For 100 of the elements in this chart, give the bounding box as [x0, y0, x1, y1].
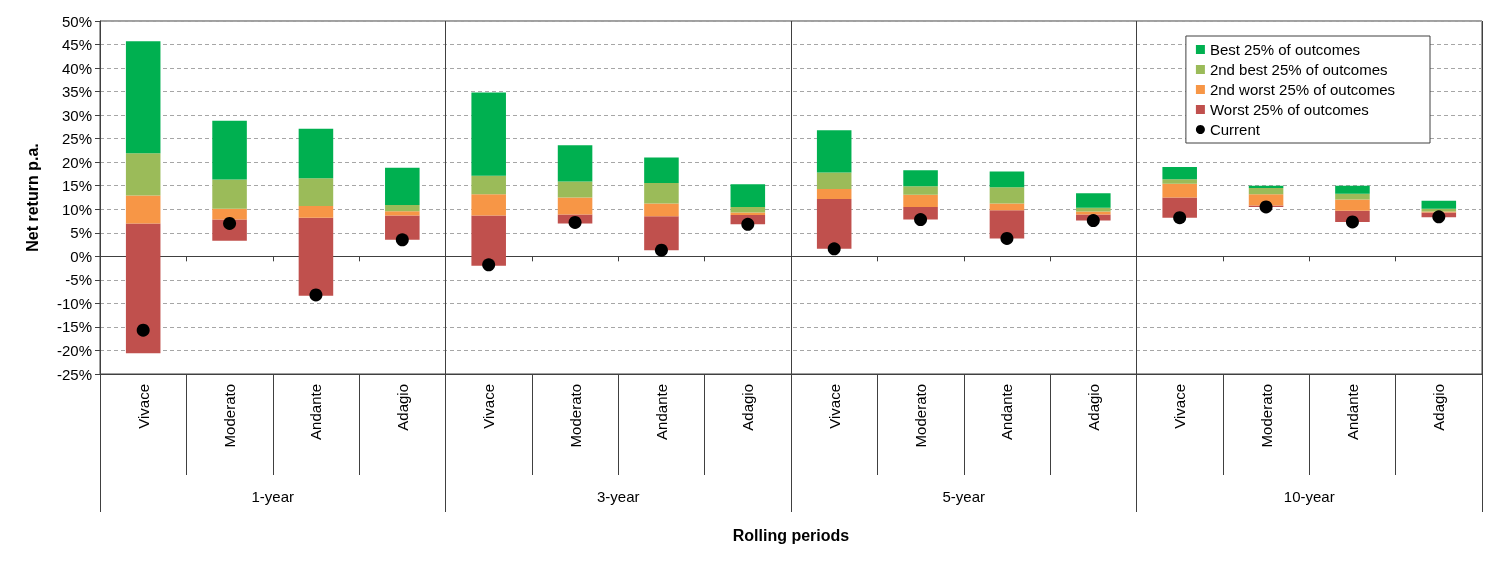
- y-tick-label: 10%: [61, 200, 92, 218]
- y-tick-label: 30%: [61, 106, 92, 124]
- bar: [385, 205, 420, 212]
- text: 5-year: [942, 488, 986, 505]
- bar: [1162, 166, 1197, 180]
- y-tick-label: 35%: [61, 83, 92, 101]
- bar: [1076, 193, 1111, 208]
- x-tick-label: Adagio: [393, 384, 411, 431]
- bar: [644, 203, 679, 217]
- text: 3-year: [596, 488, 640, 505]
- point: [309, 288, 323, 302]
- bar: [471, 194, 506, 216]
- point: [741, 217, 755, 231]
- bar: [125, 153, 161, 196]
- bar: [1335, 193, 1370, 200]
- bar: [298, 178, 334, 206]
- y-tick-label: -20%: [56, 341, 92, 359]
- x-tick-label: Andante: [652, 384, 670, 440]
- bar: [816, 172, 852, 190]
- text: 10-year: [1283, 488, 1335, 505]
- y-axis-title: Net return p.a.: [23, 143, 41, 252]
- bar: [1162, 179, 1197, 184]
- bar: [1335, 185, 1370, 194]
- bar: [385, 167, 420, 206]
- x-tick-label: Adagio: [1430, 384, 1448, 431]
- bar: [298, 205, 334, 218]
- legend-label: Current: [1209, 121, 1261, 138]
- bar: [385, 211, 420, 216]
- legend-label: Worst 25% of outcomes: [1209, 101, 1369, 118]
- y-tick-label: 15%: [61, 177, 92, 195]
- point: [914, 213, 928, 227]
- x-tick-label: Adagio: [739, 384, 757, 431]
- bar: [644, 216, 679, 251]
- x-tick-label: Andante: [1343, 384, 1361, 440]
- bar: [903, 194, 938, 207]
- y-tick-label: 0%: [70, 247, 92, 265]
- y-tick-label: -15%: [56, 318, 92, 336]
- bar: [989, 171, 1025, 188]
- y-tick-label: 45%: [61, 36, 92, 54]
- x-tick-label: Adagio: [1084, 384, 1102, 431]
- bar: [298, 128, 334, 179]
- bar: [125, 223, 161, 354]
- bar: [1421, 200, 1457, 209]
- y-tick-label: -10%: [56, 294, 92, 312]
- x-tick-label: Moderato: [912, 384, 930, 448]
- legend-label: 2nd worst 25% of outcomes: [1209, 81, 1396, 98]
- x-tick-label: Vivace: [134, 384, 152, 429]
- bar: [730, 206, 766, 213]
- point: [1345, 215, 1359, 229]
- bar: [1162, 183, 1197, 198]
- bar: [1335, 199, 1370, 211]
- x-axis-title: Rolling periods: [732, 526, 850, 544]
- bar: [212, 208, 247, 220]
- bar: [557, 181, 593, 198]
- point: [395, 233, 409, 247]
- bar: [385, 215, 420, 240]
- point: [827, 242, 841, 256]
- y-tick-label: 25%: [61, 130, 92, 148]
- bar: [989, 210, 1025, 239]
- x-tick-label: Moderato: [1257, 384, 1275, 448]
- bar: [557, 197, 593, 215]
- bar: [644, 182, 679, 204]
- bar: [125, 195, 161, 224]
- text: 1-year: [251, 488, 295, 505]
- bar: [212, 120, 247, 180]
- bar: [730, 184, 766, 207]
- x-tick-label: Vivace: [1171, 384, 1189, 429]
- point: [1173, 211, 1187, 225]
- point: [136, 323, 150, 337]
- bar: [1162, 197, 1197, 218]
- bar: [644, 157, 679, 183]
- y-tick-label: 5%: [70, 224, 92, 242]
- x-tick-label: Vivace: [480, 384, 498, 429]
- bar: [298, 217, 334, 296]
- bar: [471, 175, 506, 195]
- bar: [557, 145, 593, 182]
- x-tick-label: Vivace: [825, 384, 843, 429]
- bar: [903, 170, 938, 187]
- legend-label: 2nd best 25% of outcomes: [1209, 61, 1388, 78]
- bar: [471, 215, 506, 266]
- bar: [989, 187, 1025, 204]
- point: [1259, 200, 1273, 214]
- point: [1432, 210, 1446, 224]
- x-tick-label: Moderato: [221, 384, 239, 448]
- point: [1086, 214, 1100, 228]
- point: [568, 215, 582, 229]
- point: [482, 258, 496, 272]
- y-tick-label: -25%: [56, 365, 92, 383]
- bar: [816, 189, 852, 199]
- x-tick-label: Andante: [307, 384, 325, 440]
- y-tick-label: 20%: [61, 153, 92, 171]
- bar: [816, 198, 852, 249]
- y-tick-label: 40%: [61, 59, 92, 77]
- x-tick-label: Andante: [998, 384, 1016, 440]
- y-tick-label: -5%: [65, 271, 92, 289]
- y-tick-label: 50%: [61, 12, 92, 30]
- bar: [1076, 207, 1111, 212]
- bar: [212, 179, 247, 209]
- bar: [903, 186, 938, 195]
- bar: [471, 92, 506, 176]
